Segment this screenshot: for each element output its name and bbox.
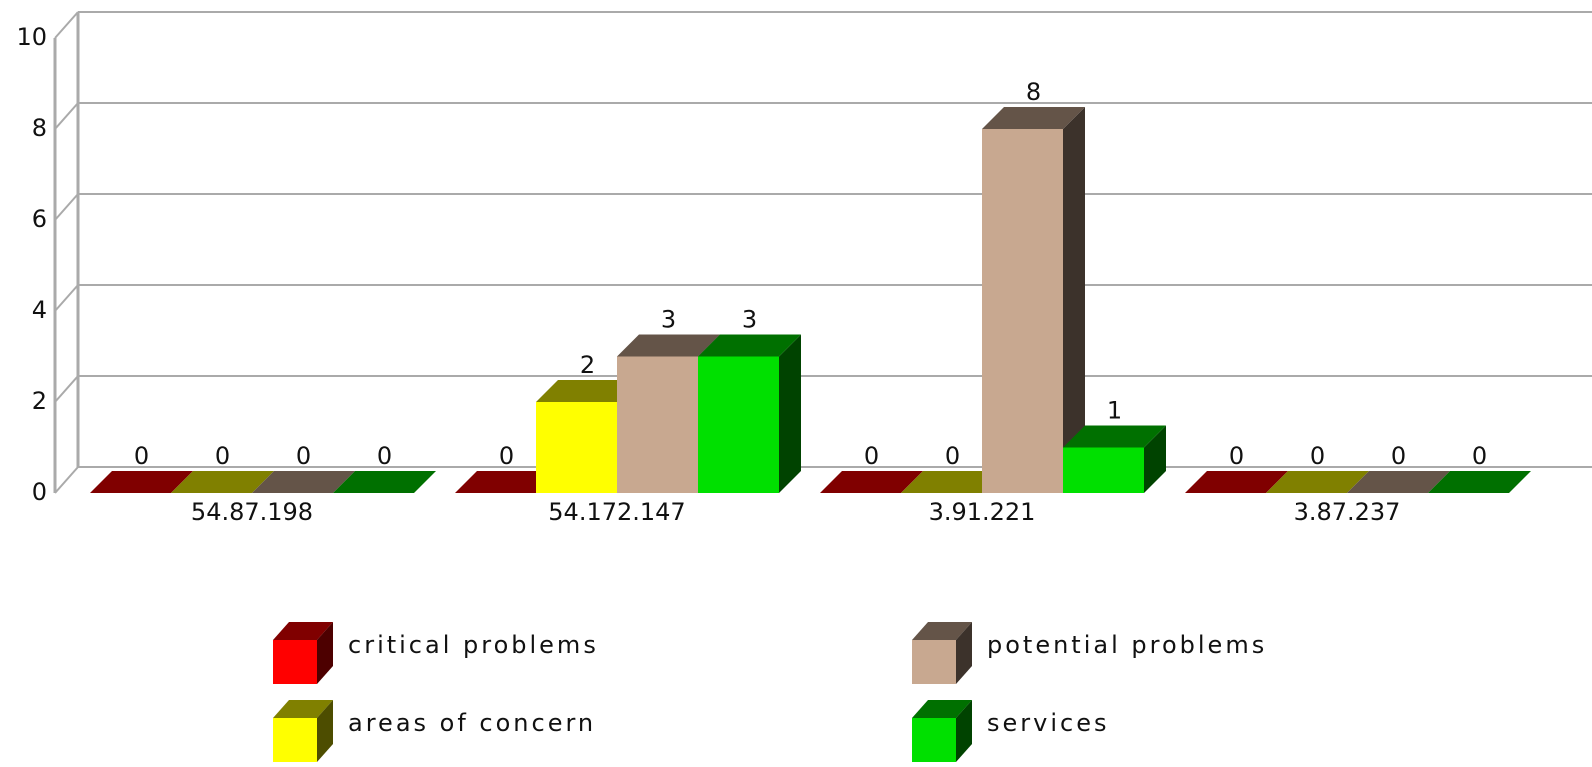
bar-top	[1428, 471, 1531, 493]
bar-top	[901, 471, 1004, 493]
legend-side	[956, 622, 972, 684]
data-label: 3	[661, 306, 676, 334]
bar	[1428, 471, 1531, 493]
y-tick-label: 4	[32, 296, 47, 324]
bar-front	[1063, 447, 1144, 493]
x-tick-label: 54.172.147	[548, 498, 685, 526]
legend-side	[317, 700, 333, 762]
x-tick-label: 3.91.221	[929, 498, 1036, 526]
bar-top	[1185, 471, 1288, 493]
bar-top	[171, 471, 274, 493]
bar-top	[1347, 471, 1450, 493]
bar-front	[698, 356, 779, 493]
bar-front	[536, 402, 617, 493]
x-tick-label: 3.87.237	[1294, 498, 1401, 526]
bar-top	[90, 471, 193, 493]
data-label: 1	[1107, 397, 1122, 425]
legend-label: potential problems	[987, 631, 1267, 659]
bar-top	[617, 334, 720, 357]
data-label: 0	[1472, 442, 1487, 470]
legend-front	[273, 718, 317, 762]
bar-front	[617, 356, 698, 493]
legend-top	[273, 700, 333, 718]
bar-top	[982, 107, 1085, 129]
legend-side	[317, 622, 333, 684]
data-label: 0	[377, 442, 392, 470]
grid-line	[54, 375, 79, 403]
y-tick-label: 2	[32, 387, 47, 415]
y-tick-label: 8	[32, 114, 47, 142]
x-tick-label: 54.87.198	[191, 498, 313, 526]
data-label: 0	[1229, 442, 1244, 470]
legend-top	[273, 622, 333, 640]
y-tick-label: 6	[32, 205, 47, 233]
legend-front	[912, 718, 956, 762]
grid-line	[54, 284, 79, 312]
bar	[455, 471, 558, 493]
bar-top	[820, 471, 923, 493]
legend-marker	[912, 700, 972, 762]
legend-label: critical problems	[348, 631, 599, 659]
bar	[698, 334, 801, 493]
bar-top	[252, 471, 355, 493]
bar-side	[779, 334, 801, 493]
data-label: 0	[1310, 442, 1325, 470]
data-label: 3	[742, 306, 757, 334]
data-label: 0	[215, 442, 230, 470]
bar-side	[1063, 107, 1085, 493]
bar	[1063, 425, 1166, 493]
bar-top	[1063, 425, 1166, 448]
bar	[1266, 471, 1369, 493]
grid-line	[54, 102, 79, 130]
grid-line	[54, 11, 79, 39]
data-label: 2	[580, 351, 595, 379]
bar	[90, 471, 193, 493]
bar-top	[455, 471, 558, 493]
bar	[252, 471, 355, 493]
bar	[820, 471, 923, 493]
legend-marker	[273, 700, 333, 762]
legend-label: services	[987, 709, 1109, 737]
bar-top	[333, 471, 436, 493]
data-label: 0	[134, 442, 149, 470]
legend-front	[273, 640, 317, 684]
legend-marker	[273, 622, 333, 684]
bar-front	[982, 129, 1063, 493]
data-label: 0	[945, 442, 960, 470]
data-label: 8	[1026, 78, 1041, 106]
data-label: 0	[296, 442, 311, 470]
bar	[333, 471, 436, 493]
legend-front	[912, 640, 956, 684]
legend-top	[912, 700, 972, 718]
y-tick-label: 10	[16, 23, 47, 51]
data-label: 0	[1391, 442, 1406, 470]
grid-line	[54, 466, 79, 494]
bar-side	[1144, 425, 1166, 493]
bar	[901, 471, 1004, 493]
legend-top	[912, 622, 972, 640]
legend-label: areas of concern	[348, 709, 596, 737]
bar	[1347, 471, 1450, 493]
data-label: 0	[499, 442, 514, 470]
grid-line	[54, 193, 79, 221]
bar	[982, 107, 1085, 493]
legend-marker	[912, 622, 972, 684]
bar	[1185, 471, 1288, 493]
bar-top	[536, 380, 639, 402]
y-tick-label: 0	[32, 478, 47, 506]
data-label: 0	[864, 442, 879, 470]
bar	[171, 471, 274, 493]
bar-top	[1266, 471, 1369, 493]
legend-side	[956, 700, 972, 762]
bar-top	[698, 334, 801, 357]
